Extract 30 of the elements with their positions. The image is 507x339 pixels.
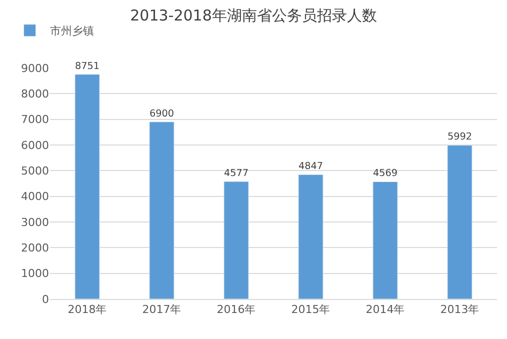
y-tick-label: 9000	[21, 62, 49, 75]
y-tick-label: 3000	[21, 216, 49, 229]
bar	[74, 74, 100, 299]
data-label: 4847	[298, 160, 324, 172]
x-tick-label: 2014年	[366, 303, 405, 316]
y-tick-label: 6000	[21, 138, 49, 152]
data-label: 4577	[224, 168, 249, 179]
x-tick-label: 2013年	[440, 303, 480, 316]
legend-label: 市州乡镇	[50, 24, 94, 38]
x-tick-label: 2017年	[142, 303, 182, 316]
data-label: 6900	[149, 108, 174, 120]
bar	[298, 174, 324, 299]
y-tick-label: 2000	[21, 242, 49, 255]
x-tick-label: 2018年	[68, 303, 107, 316]
chart-title: 2013-2018年湖南省公务员招录人数	[130, 6, 377, 25]
bar	[447, 144, 472, 299]
x-tick-label: 2016年	[216, 303, 256, 316]
bar	[149, 122, 174, 299]
data-label: 4569	[372, 168, 398, 180]
y-tick-label: 7000	[21, 113, 49, 126]
bar	[224, 181, 249, 299]
y-tick-label: 1000	[21, 267, 49, 280]
y-tick-label: 5000	[21, 164, 49, 178]
y-tick-label: 8000	[21, 88, 49, 101]
data-label: 5992	[447, 132, 472, 143]
bar	[372, 181, 398, 299]
data-label: 8751	[74, 60, 100, 72]
y-tick-label: 4000	[21, 190, 49, 204]
x-tick-label: 2015年	[291, 303, 330, 316]
y-tick-label: 0	[42, 292, 49, 306]
